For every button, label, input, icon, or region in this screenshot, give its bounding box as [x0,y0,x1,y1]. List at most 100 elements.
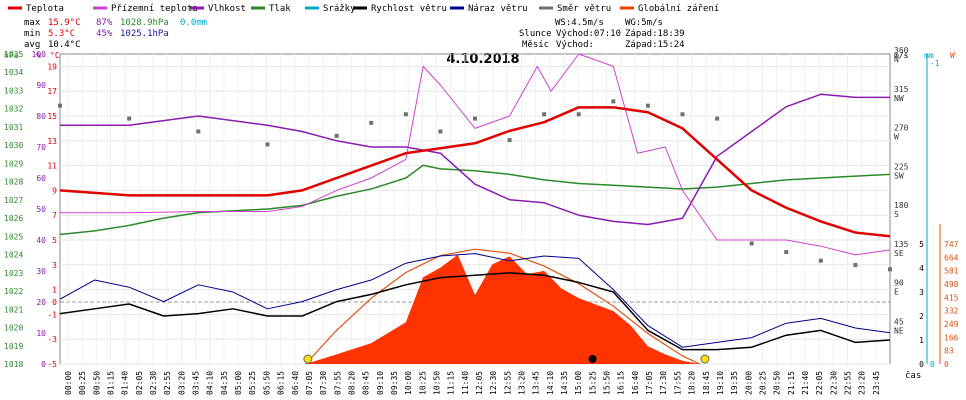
sun-moon-info: WS:4.5m/s WG:5m/s Slunce Východ:07:10 Zá… [519,18,685,50]
stat-max-rain: 0.0mm [180,18,207,28]
temperature-line [59,106,891,238]
wind-direction-point [715,116,720,121]
y-tick-dir-name: NW [894,94,904,103]
x-tick-label: 12:05 [475,371,484,395]
x-tick-label: 11:15 [447,371,456,395]
x-tick-label: 15:00 [574,371,583,395]
y-tick-mm: 0 [930,360,935,369]
x-tick-label: 07:55 [333,371,342,395]
y-tick-ms: 5 [919,240,924,249]
y-tick-dir-deg: 270 [894,124,909,133]
x-tick-label: 18:45 [702,371,711,395]
x-tick-label: 18:20 [688,371,697,395]
y-tick-dir-deg: 90 [894,279,904,288]
y-tick-degc: 13 [47,137,57,146]
y-tick-degc: 3 [52,261,57,270]
legend-label: Rychlost větru [371,4,447,14]
y-tick-hpa: 1025 [4,232,23,241]
x-tick-label: 22:55 [843,371,852,395]
y-tick-hpa: 1030 [4,141,23,150]
stat-max-label: max [24,18,41,28]
x-tick-label: 20:25 [758,371,767,395]
y-tick-w: 415 [944,293,959,302]
y-tick-ms: 1 [919,336,924,345]
y-tick-degc: -3 [47,335,57,344]
legend-label: Globální záření [638,4,719,14]
x-tick-label: 10:50 [432,371,441,395]
wind-direction-point [542,112,547,117]
y-tick-dir-name: E [894,288,899,297]
x-tick-label: 19:35 [730,371,739,395]
stat-avg-temp: 10.4°C [48,40,81,50]
legend: Teplota Přízemní teplota Vlhkost Tlak Srážky… [8,4,719,14]
x-tick-label: 09:35 [390,371,399,395]
x-tick-label: 17:05 [645,371,654,395]
y-tick-pct: 90 [36,81,46,90]
gust-line [59,253,891,348]
y-tick-degc: 9 [52,186,57,195]
y-tick-pct: 60 [36,174,46,183]
y-tick-degc: 11 [47,162,57,171]
wind-direction-point [473,116,477,121]
wind-direction-point [611,99,616,104]
x-tick-label: 22:05 [815,371,824,395]
stat-min-temp: 5.3°C [48,29,75,39]
y-tick-degc: 19 [47,62,57,71]
y-tick-hpa: 1026 [4,214,23,223]
x-tick-label: 04:35 [220,371,229,395]
y-tick-w: 498 [944,280,959,289]
x-tick-label: 19:10 [716,371,725,395]
x-tick-label: 21:15 [787,371,796,395]
legend-label: Srážky [323,4,356,14]
x-tick-label: 08:45 [362,371,371,395]
x-tick-label: 02:30 [149,371,158,395]
y-tick-pct: 70 [36,143,46,152]
y-tick-hpa: 1019 [4,342,23,351]
y-tick-ms: 2 [919,312,924,321]
wind-wg: WG:5m/s [625,18,663,28]
stat-max-hum: 87% [96,18,113,28]
x-tick-label: 15:25 [588,371,597,395]
y-tick-dir-name: W [894,133,899,142]
x-tick-label: 22:30 [829,371,838,395]
x-tick-label: 02:55 [163,371,172,395]
y-tick-hpa: 1018 [4,360,23,369]
x-tick-label: 16:40 [631,371,640,395]
x-tick-label: 15:50 [603,371,612,395]
y-tick-dir-deg: 315 [894,85,909,94]
x-tick-label: 04:10 [206,371,215,395]
y-tick-hpa: 1035 [4,50,23,59]
y-tick-hpa: 1028 [4,178,23,187]
wind-direction-point [334,133,339,138]
x-tick-label: 08:20 [347,371,356,395]
y-tick-pct: 30 [36,267,46,276]
y-tick-hpa: 1032 [4,105,23,114]
wind-direction-point [784,250,789,255]
legend-label: Tlak [269,4,291,14]
y-tick-degc: 5 [52,236,57,245]
wind-direction-point [680,112,685,117]
y-tick-ms: 0 [919,360,924,369]
x-tick-label: 05:00 [234,371,243,395]
y-tick-degc: 15 [47,112,57,121]
x-tick-label: 21:40 [801,371,810,395]
x-tick-label: 09:10 [376,371,385,395]
x-tick-label: 10:25 [418,371,427,395]
y-tick-pct: 50 [36,205,46,214]
x-tick-label: 13:20 [518,371,527,395]
sunrise-marker [303,354,313,364]
y-tick-pct: 10 [36,329,46,338]
y-tick-degc: 0 [52,298,57,307]
y-tick-w: 249 [944,320,959,329]
y-tick-pct: 20 [36,298,46,307]
sun-set: Západ:18:39 [625,29,685,39]
x-tick-label: 20:00 [744,371,753,395]
axis-unit-w: W [950,51,955,60]
wind-direction-point [127,116,132,121]
y-tick-dir-name: SW [894,171,904,180]
y-tick-dir-deg: 225 [894,162,909,171]
x-tick-label: 00:50 [92,371,101,395]
wind-direction-point [853,262,858,267]
stats-block: max 15.9°C 87% 1028.9hPa 0.0mm min 5.3°C… [24,18,207,50]
